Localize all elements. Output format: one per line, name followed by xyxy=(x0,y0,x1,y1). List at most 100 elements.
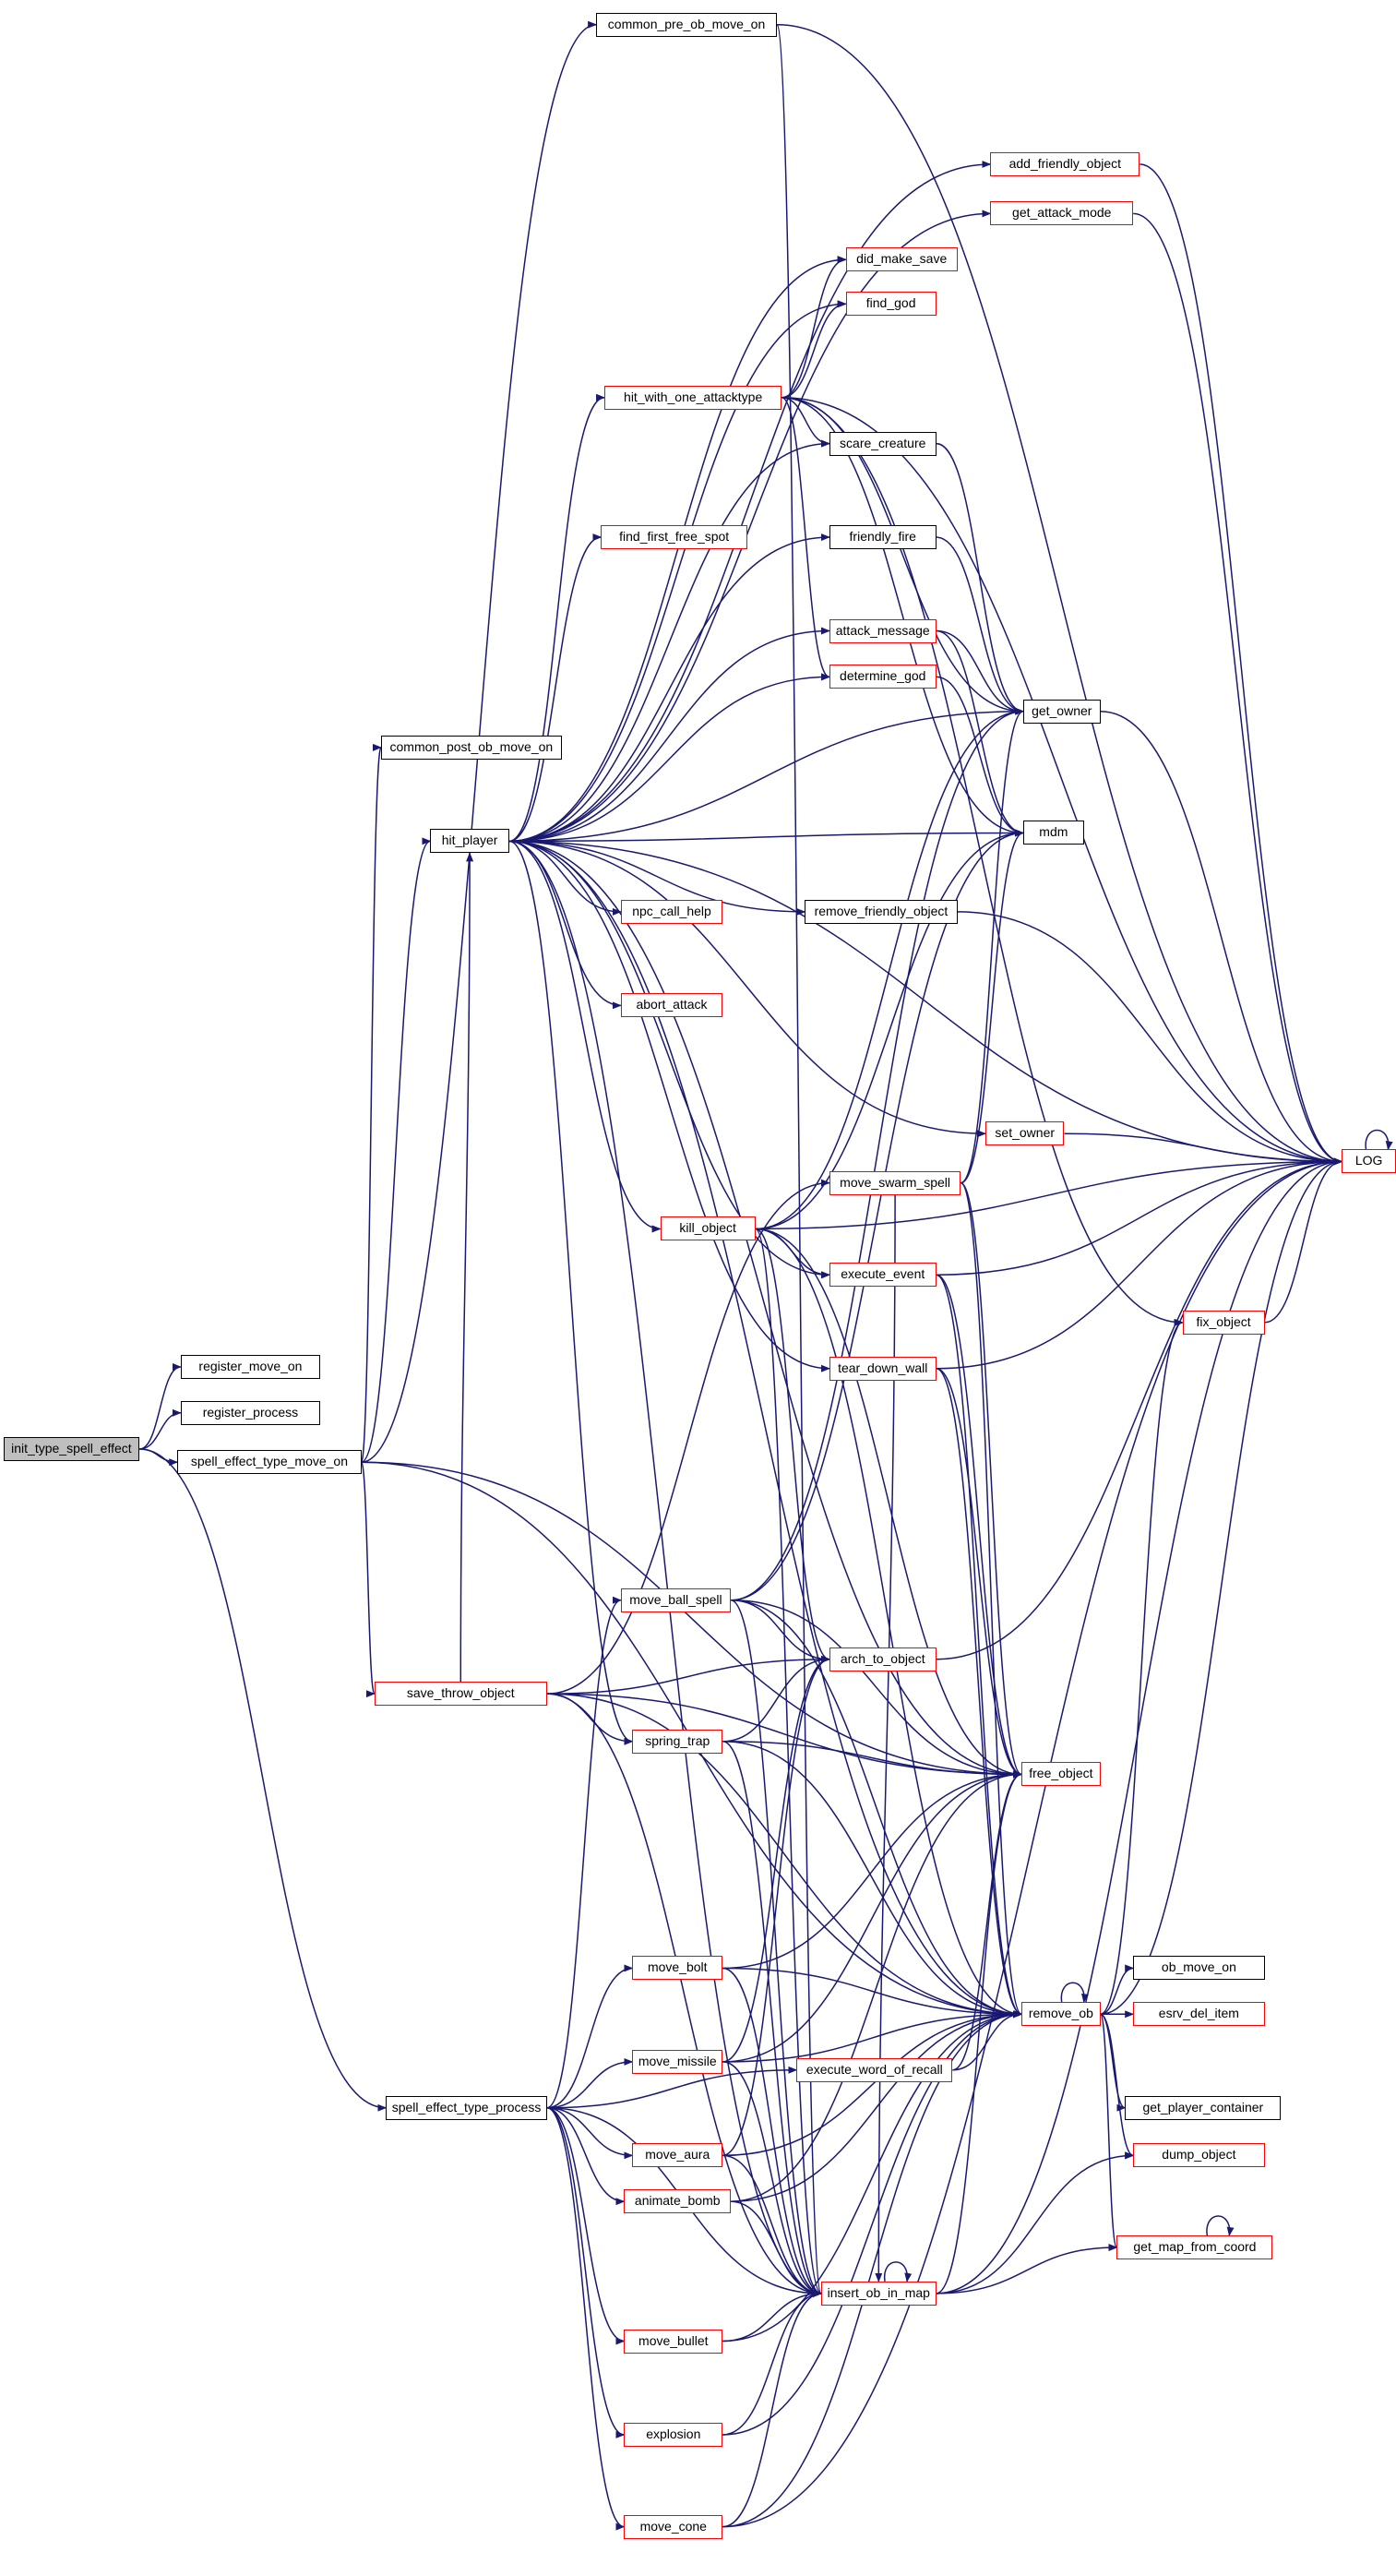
edge-hit_with_one_attacktype-to-find_god xyxy=(782,300,847,399)
edge-spell_effect_type_process-to-move_bolt xyxy=(546,1964,634,2109)
edge-init_type_spell_effect-to-register_process xyxy=(139,1408,182,1450)
node-log[interactable]: LOG xyxy=(1342,1149,1396,1174)
edge-spell_effect_type_process-to-animate_bomb xyxy=(546,2106,626,2206)
edge-move_ball_spell-to-remove_ob xyxy=(731,1599,1023,2019)
edge-hit_player-to-mdm xyxy=(508,829,1024,843)
node-move-bolt[interactable]: move_bolt xyxy=(632,1956,723,1981)
node-common-post-ob-move-on[interactable]: common_post_ob_move_on xyxy=(380,735,562,760)
node-free-object[interactable]: free_object xyxy=(1021,1762,1101,1787)
edge-save_throw_object-to-insert_ob_in_map xyxy=(546,1693,822,2297)
node-register-move-on[interactable]: register_move_on xyxy=(180,1354,321,1379)
node-npc-call-help[interactable]: npc_call_help xyxy=(620,899,723,924)
node-move-ball-spell[interactable]: move_ball_spell xyxy=(620,1588,732,1612)
edge-scare_creature-to-get_owner xyxy=(936,442,1024,715)
node-animate-bomb[interactable]: animate_bomb xyxy=(624,2189,732,2214)
node-dump-object[interactable]: dump_object xyxy=(1133,2143,1265,2168)
node-move-missile[interactable]: move_missile xyxy=(632,2049,723,2074)
node-determine-god[interactable]: determine_god xyxy=(829,665,937,689)
node-save-throw-object[interactable]: save_throw_object xyxy=(374,1682,547,1707)
edge-insert_ob_in_map-to-get_map_from_coord xyxy=(936,2244,1118,2294)
node-get-attack-mode[interactable]: get_attack_mode xyxy=(990,201,1134,226)
edge-insert_ob_in_map-to-LOG xyxy=(936,1157,1343,2294)
edge-hit_player-to-hit_with_one_attacktype xyxy=(508,393,606,843)
edge-init_type_spell_effect-to-register_move_on xyxy=(139,1362,182,1450)
node-move-swarm-spell[interactable]: move_swarm_spell xyxy=(829,1170,961,1195)
node-move-aura[interactable]: move_aura xyxy=(632,2143,723,2168)
edge-hit_player-to-npc_call_help xyxy=(508,840,622,916)
edge-hit_player-to-find_god xyxy=(508,300,847,843)
edge-hit_player-to-remove_ob xyxy=(508,840,1023,2019)
node-execute-event[interactable]: execute_event xyxy=(829,1263,937,1288)
edge-hit_player-to-add_friendly_object xyxy=(508,161,992,843)
edge-save_throw_object-to-arch_to_object xyxy=(546,1655,830,1695)
edge-spell_effect_type_move_on-to-hit_player xyxy=(361,837,432,1463)
node-hit-player[interactable]: hit_player xyxy=(430,829,509,854)
edge-spell_effect_type_process-to-move_bullet xyxy=(546,2106,626,2345)
edge-move_bullet-to-insert_ob_in_map xyxy=(722,2289,822,2342)
edge-hit_player-to-friendly_fire xyxy=(508,533,830,843)
edge-hit_player-to-determine_god xyxy=(508,673,830,843)
edge-execute_word_of_recall-to-remove_ob xyxy=(952,2010,1023,2071)
node-scare-creature[interactable]: scare_creature xyxy=(829,431,937,456)
edge-move_ball_spell-to-get_owner xyxy=(731,707,1024,1601)
edge-spell_effect_type_process-to-explosion xyxy=(546,2106,626,2438)
edge-move_ball_spell-to-mdm xyxy=(731,829,1024,1601)
node-abort-attack[interactable]: abort_attack xyxy=(620,993,723,1018)
node-arch-to-object[interactable]: arch_to_object xyxy=(829,1647,937,1671)
node-explosion[interactable]: explosion xyxy=(624,2422,723,2447)
edge-remove_ob-to-LOG xyxy=(1100,1157,1343,2016)
node-remove-friendly-object[interactable]: remove_friendly_object xyxy=(805,899,958,924)
edge-init_type_spell_effect-to-spell_effect_type_process xyxy=(139,1448,388,2112)
edge-explosion-to-remove_ob xyxy=(722,2010,1023,2436)
edge-move_aura-to-arch_to_object xyxy=(722,1655,830,2157)
node-fix-object[interactable]: fix_object xyxy=(1182,1310,1265,1335)
edge-insert_ob_in_map-to-dump_object xyxy=(936,2151,1135,2294)
edge-set_owner-to-LOG xyxy=(1064,1132,1343,1166)
node-hit-with-one-attacktype[interactable]: hit_with_one_attacktype xyxy=(604,385,782,410)
edge-hit_player-to-tear_down_wall xyxy=(508,840,830,1372)
edge-save_throw_object-to-hit_player xyxy=(459,852,474,1683)
node-move-bullet[interactable]: move_bullet xyxy=(624,2329,723,2354)
edge-tear_down_wall-to-LOG xyxy=(936,1157,1343,1370)
node-friendly-fire[interactable]: friendly_fire xyxy=(829,525,937,550)
node-get-map-from-coord[interactable]: get_map_from_coord xyxy=(1116,2235,1273,2260)
node-get-player-container[interactable]: get_player_container xyxy=(1125,2095,1282,2120)
node-find-god[interactable]: find_god xyxy=(845,292,937,317)
node-esrv-del-item[interactable]: esrv_del_item xyxy=(1133,2002,1265,2027)
edge-LOG-to-LOG xyxy=(1365,1129,1393,1151)
node-register-process[interactable]: register_process xyxy=(180,1400,321,1425)
node-common-pre-ob-move-on[interactable]: common_pre_ob_move_on xyxy=(596,12,777,37)
node-ob-move-on[interactable]: ob_move_on xyxy=(1133,1956,1265,1981)
edge-spring_trap-to-remove_ob xyxy=(722,1741,1023,2019)
node-set-owner[interactable]: set_owner xyxy=(985,1121,1065,1146)
edge-move_ball_spell-to-insert_ob_in_map xyxy=(730,1599,822,2297)
node-insert-ob-in-map[interactable]: insert_ob_in_map xyxy=(821,2281,937,2306)
node-execute-word-of-recall[interactable]: execute_word_of_recall xyxy=(796,2057,953,2082)
edge-hit_player-to-did_make_save xyxy=(508,256,847,843)
edge-execute_event-to-free_object xyxy=(936,1274,1023,1779)
node-spell-effect-type-move-on[interactable]: spell_effect_type_move_on xyxy=(177,1450,362,1475)
node-mdm[interactable]: mdm xyxy=(1022,821,1084,845)
node-add-friendly-object[interactable]: add_friendly_object xyxy=(990,152,1140,176)
edge-add_friendly_object-to-LOG xyxy=(1139,163,1343,1166)
edge-move_swarm_spell-to-get_owner xyxy=(960,707,1024,1184)
node-get-owner[interactable]: get_owner xyxy=(1022,699,1101,724)
node-move-cone[interactable]: move_cone xyxy=(624,2514,723,2539)
edge-tear_down_wall-to-free_object xyxy=(936,1367,1023,1779)
node-init-type-spell-effect[interactable]: init_type_spell_effect xyxy=(3,1436,140,1461)
node-find-first-free-spot[interactable]: find_first_free_spot xyxy=(601,525,747,550)
node-kill-object[interactable]: kill_object xyxy=(660,1216,756,1241)
edge-hit_player-to-attack_message xyxy=(508,627,830,843)
edge-kill_object-to-remove_ob xyxy=(755,1228,1023,2019)
node-did-make-save[interactable]: did_make_save xyxy=(845,247,958,272)
edge-hit_player-to-scare_creature xyxy=(508,439,830,843)
edge-move_cone-to-LOG xyxy=(722,1157,1343,2528)
node-remove-ob[interactable]: remove_ob xyxy=(1021,2002,1101,2027)
node-tear-down-wall[interactable]: tear_down_wall xyxy=(829,1356,937,1381)
edge-move_missile-to-remove_ob xyxy=(722,2010,1023,2063)
node-spring-trap[interactable]: spring_trap xyxy=(632,1729,723,1754)
node-spell-effect-type-process[interactable]: spell_effect_type_process xyxy=(386,2095,547,2120)
node-attack-message[interactable]: attack_message xyxy=(829,618,937,643)
